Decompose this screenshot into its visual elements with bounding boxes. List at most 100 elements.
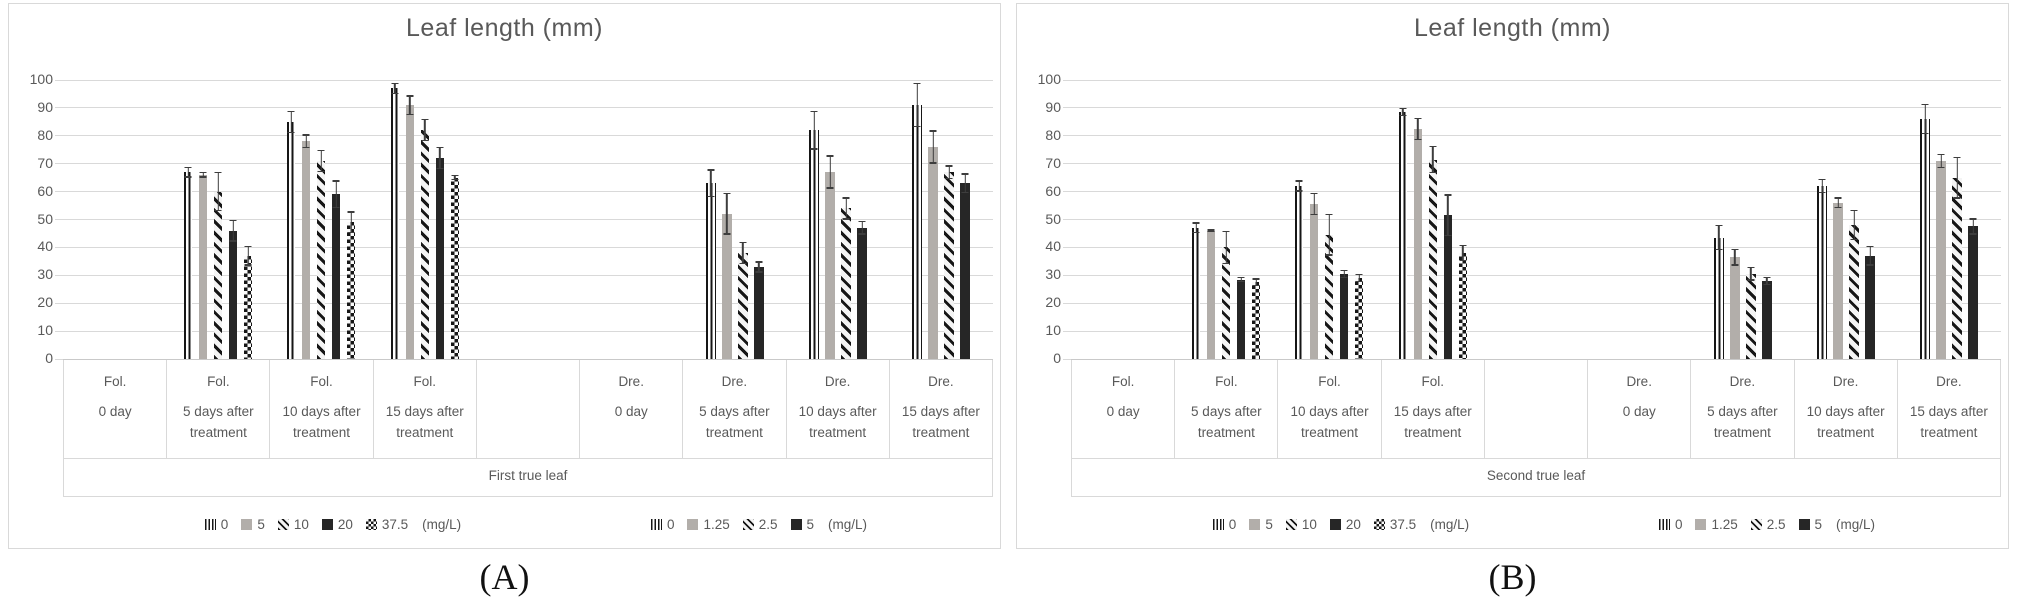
error-bar-line [1869, 246, 1871, 266]
error-bar-cap [1429, 172, 1437, 174]
y-axis-tick-label: 70 [1045, 154, 1061, 171]
bar [1325, 213, 1334, 359]
day-label: 0 day [1106, 404, 1140, 419]
treatment-label: Dre. [1626, 374, 1652, 389]
error-bar-cap [1747, 279, 1755, 281]
bar-cluster [1295, 180, 1364, 359]
bar-cluster [1192, 222, 1260, 359]
diagonal-stripes-swatch [277, 518, 289, 530]
bar-cluster [705, 169, 764, 359]
error-bar [739, 241, 747, 265]
error-bar-line [1940, 153, 1943, 168]
error-bar-cap [1866, 264, 1874, 266]
leaf-group-label: First true leaf [63, 458, 993, 497]
bar [1865, 246, 1875, 359]
error-bar-cap [451, 174, 459, 177]
bar-cluster [184, 166, 252, 359]
x-axis-category-table: Fol. 0 day Fol. 5 days after treatment Fol. 1… [63, 359, 993, 458]
error-bar-line [1924, 103, 1927, 135]
error-bar-line [964, 173, 967, 193]
error-bar [1969, 218, 1977, 235]
error-bar [406, 95, 414, 115]
error-bar-line [916, 82, 919, 128]
error-bar-cap [1340, 269, 1348, 272]
bar [287, 110, 296, 359]
error-bar [1192, 222, 1200, 234]
error-bar [1953, 156, 1961, 199]
error-bar [961, 173, 969, 193]
bar [1458, 244, 1467, 359]
error-bar-line [1972, 218, 1975, 235]
treatment-label: Fol. [1318, 374, 1341, 389]
error-bar [858, 220, 866, 235]
error-bar [1715, 225, 1723, 251]
error-bar-cap [1834, 206, 1842, 209]
bar [317, 149, 326, 359]
bar [1428, 145, 1437, 359]
error-bar [317, 149, 325, 173]
bar [199, 172, 207, 359]
y-axis-tick-label: 10 [1045, 322, 1061, 339]
leaf-group-label: Second true leaf [1071, 458, 2001, 497]
error-bar-cap [945, 165, 953, 167]
error-bar [913, 82, 921, 128]
error-bar-line [1733, 248, 1736, 266]
y-axis-tick-label: 60 [1045, 182, 1061, 199]
error-bar-line [1749, 266, 1752, 281]
error-bar-cap [347, 211, 355, 213]
y-axis-tick-label: 50 [1045, 210, 1061, 227]
error-bar-line [247, 246, 249, 266]
treatment-label: Dre. [1729, 374, 1756, 389]
error-bar-cap [1355, 273, 1363, 276]
error-bar [1921, 103, 1929, 135]
error-bar-cap [1295, 180, 1303, 182]
error-bar-line [1225, 230, 1227, 265]
error-bar-line [1821, 179, 1823, 193]
day-label: 0 day [1622, 404, 1656, 419]
legend-drench: 0 1.25 2.5 5 (mg/L) [569, 511, 949, 537]
bar [857, 220, 867, 359]
legend-entry: 37.5 [1373, 517, 1416, 532]
gridline [1063, 191, 2001, 193]
y-axis-tick-label: 70 [37, 154, 53, 171]
gridline [1063, 274, 2001, 276]
gridline [55, 135, 993, 137]
error-bar-line [217, 172, 219, 212]
bar [332, 180, 341, 359]
y-axis-tick-label: 30 [1045, 266, 1061, 283]
bar [944, 165, 955, 359]
error-bar-cap [858, 220, 866, 223]
gridline [55, 330, 993, 332]
error-bar-cap [1325, 254, 1333, 256]
error-bar-cap [287, 131, 295, 134]
treatment-label: Dre. [1832, 374, 1859, 389]
error-bar-cap [810, 148, 818, 150]
error-bar [1763, 276, 1771, 286]
error-bar [1252, 278, 1260, 287]
bar [420, 119, 429, 359]
bar [450, 174, 459, 359]
error-bar-line [948, 165, 951, 180]
bar [214, 172, 222, 359]
solid-black-swatch [321, 518, 333, 530]
legend-label: 20 [1345, 516, 1361, 532]
x-axis-category-cell: Dre. 15 days after treatment [1896, 360, 2001, 458]
error-bar-cap [244, 246, 252, 248]
error-bar-cap [436, 167, 444, 170]
error-bar-line [1446, 194, 1449, 237]
error-bar-cap [1850, 239, 1858, 241]
legend-label: 0 [1674, 516, 1683, 532]
error-bar-cap [961, 173, 969, 175]
diagonal-stripes-swatch [742, 518, 754, 530]
error-bar-cap [1429, 145, 1437, 147]
legend-label: 2.5 [758, 516, 778, 532]
error-bar-cap [391, 82, 399, 85]
bar [1920, 103, 1931, 359]
treatment-label: Fol. [1421, 374, 1445, 389]
legend-entry: 0 [1658, 516, 1683, 532]
error-bar [1207, 229, 1215, 233]
error-bar-line [408, 95, 411, 115]
legend-unit: (mg/L) [1836, 516, 1876, 532]
solid-black-swatch [790, 518, 802, 530]
error-bar-cap [1731, 248, 1739, 251]
